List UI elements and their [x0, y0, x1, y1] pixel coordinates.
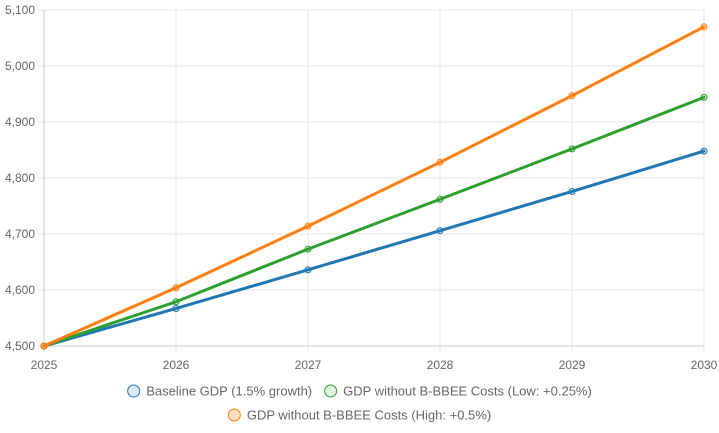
data-point — [40, 342, 48, 350]
legend-marker-1 — [324, 384, 338, 398]
data-point — [568, 187, 576, 195]
series-line-2 — [42, 25, 706, 348]
data-point — [172, 304, 180, 312]
data-point — [304, 245, 312, 253]
data-point — [436, 195, 444, 203]
x-tick-label: 2030 — [691, 358, 718, 372]
y-tick-label: 5,000 — [5, 59, 35, 73]
data-point — [700, 93, 708, 101]
data-point — [568, 145, 576, 153]
data-point — [172, 298, 180, 306]
data-point — [172, 284, 180, 292]
series-line-1 — [42, 95, 706, 348]
y-tick-label: 4,900 — [5, 115, 35, 129]
x-tick-label: 2029 — [559, 358, 586, 372]
y-tick-label: 4,500 — [5, 339, 35, 353]
data-point — [700, 23, 708, 31]
data-point — [436, 158, 444, 166]
x-tick-label: 2026 — [163, 358, 190, 372]
y-tick-label: 4,600 — [5, 283, 35, 297]
legend-marker-2 — [227, 408, 241, 422]
legend-label-0: Baseline GDP (1.5% growth) — [146, 384, 312, 399]
x-tick-label: 2025 — [31, 358, 58, 372]
y-tick-label: 4,700 — [5, 227, 35, 241]
legend-marker-0 — [127, 384, 141, 398]
gridlines — [38, 9, 705, 352]
series-lines — [40, 23, 708, 350]
legend-label-2: GDP without B-BBEE Costs (High: +0.5%) — [247, 408, 491, 423]
data-point — [304, 266, 312, 274]
x-tick-label: 2027 — [295, 358, 322, 372]
y-tick-label: 5,100 — [5, 3, 35, 17]
data-point — [304, 222, 312, 230]
data-point — [436, 227, 444, 235]
y-tick-label: 4,800 — [5, 171, 35, 185]
x-tick-label: 2028 — [427, 358, 454, 372]
legend-label-1: GDP without B-BBEE Costs (Low: +0.25%) — [343, 384, 592, 399]
axes: 4,500 4,600 4,700 4,800 4,900 5,000 5,100 2025 2… — [5, 3, 718, 372]
data-point — [700, 147, 708, 155]
series-line-0 — [42, 149, 706, 348]
legend: Baseline GDP (1.5% growth) GDP without B-… — [127, 384, 592, 423]
data-point — [568, 92, 576, 100]
